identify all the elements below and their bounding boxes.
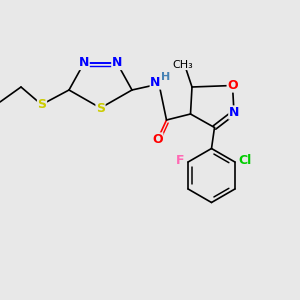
Text: S: S <box>96 101 105 115</box>
Text: Cl: Cl <box>239 154 252 167</box>
Text: N: N <box>150 76 161 89</box>
Text: N: N <box>79 56 89 70</box>
Text: O: O <box>152 133 163 146</box>
Text: N: N <box>112 56 122 70</box>
Text: CH₃: CH₃ <box>172 59 194 70</box>
Text: H: H <box>161 72 170 82</box>
Text: F: F <box>176 154 185 167</box>
Text: S: S <box>38 98 46 112</box>
Text: N: N <box>229 106 239 119</box>
Text: O: O <box>227 79 238 92</box>
